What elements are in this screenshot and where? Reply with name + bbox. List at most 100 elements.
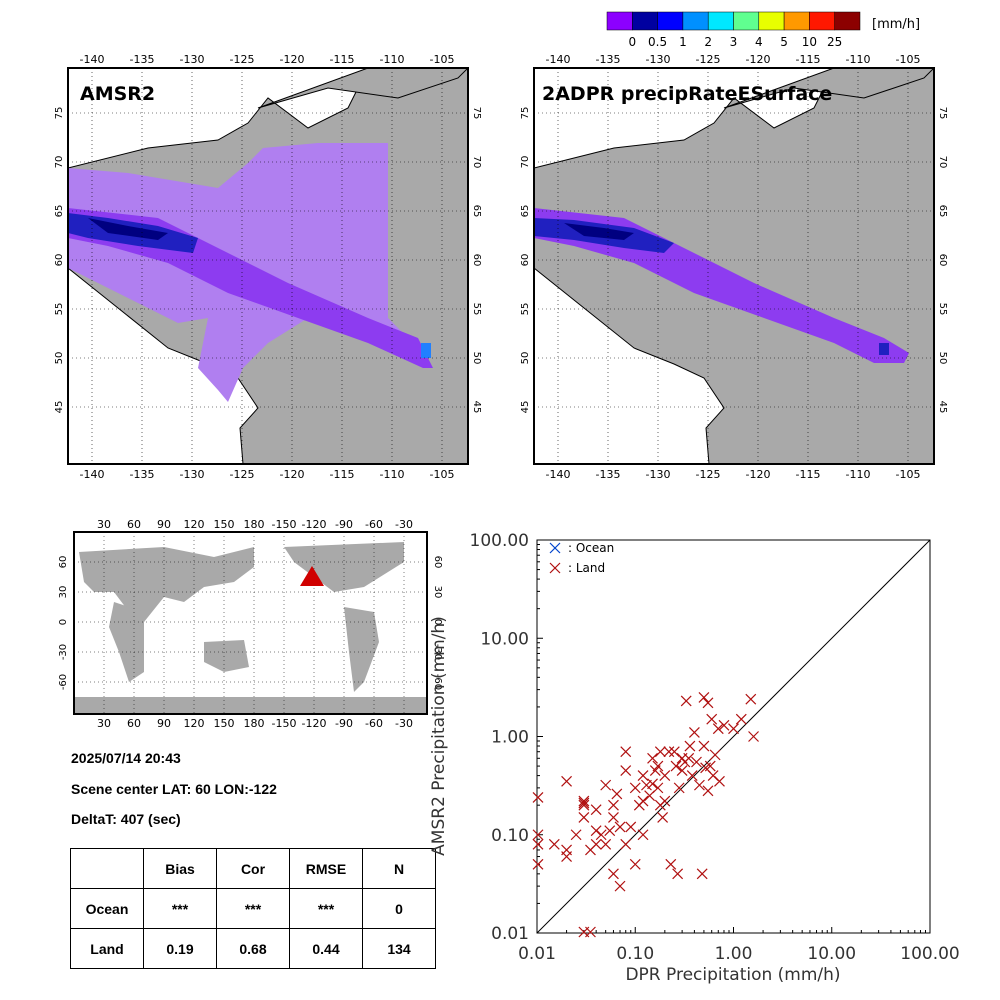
point-stroke [647, 752, 658, 764]
x-tick-label: 10.00 [807, 944, 856, 964]
lon-ticks-top: -140 -135 -130 -125 -120 -115 -110 -105 [546, 53, 921, 66]
data-point [629, 782, 641, 794]
data-point [647, 778, 658, 790]
point-stroke [718, 719, 730, 731]
data-point [657, 812, 669, 823]
data-point [672, 868, 684, 880]
data-point [709, 749, 721, 761]
world-lat-ticks-left: 60 30 0 -30 -60 [58, 556, 69, 691]
point-stroke [702, 697, 714, 709]
lat-tick-label: 75 [54, 107, 65, 120]
data-point [614, 821, 626, 833]
world-lon-tick-label: 60 [127, 717, 141, 730]
data-point [702, 697, 714, 709]
x-tick-label: 0.10 [616, 944, 654, 964]
lon-tick-label: -125 [696, 53, 721, 66]
point-stroke [578, 795, 590, 807]
lat-ticks-left: 75 70 65 60 55 50 45 [54, 107, 65, 414]
legend-marker [549, 562, 561, 574]
point-stroke [665, 858, 677, 870]
table-cell: 0.19 [143, 928, 217, 969]
scatter-points [532, 691, 759, 938]
lat-tick-label: 65 [54, 205, 65, 218]
point-stroke [683, 752, 695, 764]
lat-tick-label: 65 [520, 205, 531, 218]
x-tick-label: 100.00 [900, 944, 959, 964]
point-stroke [698, 691, 710, 703]
point-stroke [686, 770, 698, 782]
point-stroke [709, 749, 721, 761]
world-lon-tick-label: -60 [365, 518, 383, 531]
point-stroke [735, 713, 747, 725]
table-cell: 0.44 [289, 928, 363, 969]
data-point [688, 727, 700, 738]
world-frame [73, 531, 428, 715]
lat-tick-label: 75 [471, 107, 482, 120]
dpr-map-panel: 2ADPR precipRateESurface -140 -135 -130 -12… [520, 53, 948, 481]
world-lon-tick-label: -30 [395, 717, 413, 730]
y-axis-ticks: 0.01 0.10 1.00 10.00 100.00 [470, 531, 543, 944]
data-point [691, 756, 702, 768]
lon-tick-label: -105 [430, 53, 455, 66]
table-cell: 134 [362, 928, 436, 969]
colorbar-swatch [783, 11, 810, 31]
data-point [614, 880, 626, 892]
point-stroke [694, 779, 705, 791]
data-point [629, 858, 641, 870]
lat-tick-label: 50 [54, 352, 65, 365]
point-stroke [704, 760, 716, 772]
point-stroke [570, 829, 582, 841]
lat-tick-label: 70 [471, 156, 482, 169]
one-to-one-line [536, 539, 931, 934]
point-stroke [680, 695, 692, 707]
north-america-land [284, 542, 404, 592]
world-lon-tick-label: -30 [395, 518, 413, 531]
world-lon-tick-label: 180 [244, 518, 265, 531]
colorbar-swatch [733, 11, 760, 31]
x-axis-label: DPR Precipitation (mm/h) [625, 965, 840, 985]
data-point [696, 868, 708, 880]
table-cell: RMSE [289, 848, 363, 889]
antarctica-land [74, 697, 427, 714]
point-stroke [688, 727, 700, 738]
world-lat-tick-label: -60 [58, 674, 69, 690]
table-cell: Land [70, 928, 144, 969]
africa-land [109, 602, 144, 682]
lon-tick-label: -135 [130, 53, 155, 66]
legend-land-marker [549, 562, 561, 574]
lon-tick-label: -120 [280, 468, 305, 481]
point-stroke [608, 868, 619, 880]
table-cell: 0.68 [216, 928, 290, 969]
lon-tick-label: -115 [330, 468, 355, 481]
lat-tick-label: 60 [520, 254, 531, 267]
lon-tick-label: -130 [180, 53, 205, 66]
colorbar-label: 4 [755, 35, 763, 49]
colorbar-label: 5 [780, 35, 788, 49]
lon-tick-label: -130 [180, 468, 205, 481]
amsr2-precip-cell [421, 343, 431, 358]
lat-ticks-left: 75 70 65 60 55 50 45 [520, 107, 531, 414]
data-point [608, 868, 619, 880]
lon-tick-label: -120 [280, 53, 305, 66]
colorbar-swatch [632, 11, 658, 31]
data-point [718, 719, 730, 731]
world-lon-tick-label: 120 [184, 518, 205, 531]
data-point [673, 782, 685, 794]
scene-center: Scene center LAT: 60 LON:-122 [71, 781, 277, 797]
point-stroke [676, 765, 688, 776]
colorbar-label: 0.5 [648, 35, 667, 49]
data-point [600, 779, 612, 791]
lat-tick-label: 45 [520, 401, 531, 414]
world-lon-tick-label: 120 [184, 717, 205, 730]
point-stroke [578, 812, 590, 823]
point-stroke [620, 746, 632, 758]
data-point [714, 775, 725, 787]
table-cell: Ocean [70, 888, 144, 929]
lat-tick-label: 75 [937, 107, 948, 120]
point-stroke [532, 791, 544, 803]
point-stroke [595, 829, 607, 841]
y-tick-label: 10.00 [480, 629, 529, 649]
lat-tick-label: 55 [471, 303, 482, 316]
data-point [706, 713, 718, 725]
dpr-precip-cell [879, 343, 889, 355]
